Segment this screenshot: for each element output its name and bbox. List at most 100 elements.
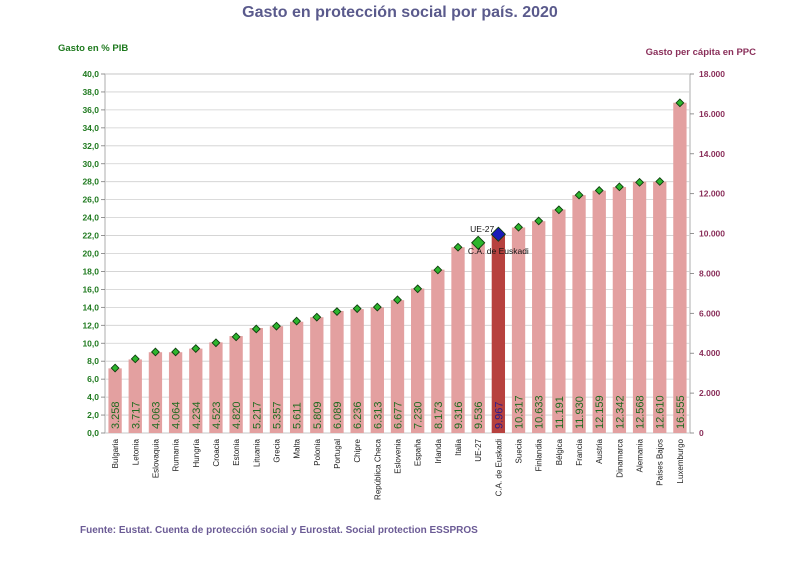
bar-value-label: 10.633 [534, 395, 546, 429]
bar [653, 181, 667, 433]
y-tick-label: 2,0 [87, 410, 99, 420]
bar [350, 309, 364, 433]
annotation-eu27: UE-27 [470, 224, 494, 234]
y-axis-left-label: Gasto en % PIB [58, 43, 129, 54]
bar-value-label: 11.191 [554, 396, 566, 429]
category-label: Rumanía [172, 438, 181, 471]
y-tick-label: 30,0 [82, 159, 99, 169]
y2-tick-label: 18.000 [699, 69, 725, 79]
bar [148, 352, 163, 433]
bar-value-label: 6.677 [393, 401, 405, 429]
bar [431, 269, 445, 433]
category-label: Suecia [515, 438, 524, 463]
bar-value-label: 6.313 [372, 401, 384, 429]
bar-value-label: 4.234 [191, 401, 203, 429]
y2-tick-label: 0 [699, 428, 704, 438]
per-capita-marker [471, 235, 486, 250]
category-label: Finlandia [535, 438, 544, 471]
y-tick-label: 26,0 [82, 195, 99, 205]
per-capita-marker [614, 182, 624, 192]
per-capita-marker [433, 265, 443, 275]
per-capita-marker [110, 363, 120, 373]
bar [249, 327, 263, 433]
bar [612, 187, 627, 433]
bar [532, 221, 546, 433]
y-tick-label: 4,0 [87, 392, 99, 402]
bar [108, 368, 122, 433]
category-label: Malta [293, 438, 302, 458]
y-tick-label: 18,0 [82, 266, 99, 276]
y2-tick-label: 6.000 [699, 308, 721, 318]
category-label: Croacia [212, 438, 221, 466]
bar-value-label: 8.173 [433, 401, 445, 429]
per-capita-marker [393, 295, 402, 305]
per-capita-marker [675, 98, 685, 108]
bar [269, 326, 284, 433]
y-tick-label: 0,0 [87, 428, 99, 438]
per-capita-marker [635, 177, 645, 187]
y-tick-label: 32,0 [82, 141, 99, 151]
bar-value-label: 12.610 [655, 395, 667, 429]
bar-value-label: 6.236 [352, 401, 364, 429]
per-capita-marker [594, 186, 604, 195]
per-capita-marker [272, 321, 281, 331]
y-tick-label: 10,0 [82, 338, 99, 348]
chart-title: Gasto en protección social por país. 202… [242, 4, 558, 21]
category-label: Luxemburgo [676, 438, 685, 483]
bar-value-label: 4.523 [211, 401, 223, 429]
category-label: Hungría [192, 438, 201, 467]
category-label: Francia [575, 438, 584, 465]
category-label: Eslovaquia [151, 438, 160, 478]
bar-value-label: 5.217 [251, 401, 263, 429]
category-label: Dinamarca [615, 438, 624, 477]
y-tick-label: 6,0 [87, 374, 99, 384]
per-capita-marker [453, 242, 463, 252]
category-label: UE-27 [474, 438, 483, 461]
bar [128, 359, 142, 433]
category-label: Países Bajos [656, 439, 665, 486]
bar [370, 307, 384, 433]
per-capita-marker [554, 205, 564, 215]
per-capita-marker [372, 302, 382, 312]
bar-value-label: 5.357 [271, 401, 283, 429]
y-tick-label: 34,0 [82, 123, 99, 133]
bar-value-label: 16.555 [675, 395, 687, 429]
bar-value-label: 3.258 [110, 401, 122, 429]
per-capita-marker [514, 222, 523, 232]
bar-value-label: 12.159 [594, 395, 606, 429]
source-note: Fuente: Eustat. Cuenta de protección soc… [80, 525, 478, 536]
bar [310, 317, 324, 433]
bar [189, 348, 203, 433]
bar-value-label: 12.342 [614, 395, 626, 429]
bar [632, 181, 647, 433]
y2-tick-label: 4.000 [699, 348, 721, 358]
bar [451, 247, 465, 433]
category-label: Polonia [313, 438, 322, 465]
category-label: Chipre [353, 438, 362, 462]
category-label: Italia [454, 438, 463, 455]
y2-tick-label: 8.000 [699, 268, 721, 278]
bar-value-label: 4.063 [150, 401, 162, 429]
category-label: Irlanda [434, 438, 443, 463]
y2-tick-label: 10.000 [699, 229, 725, 239]
per-capita-marker [191, 344, 201, 353]
per-capita-marker [251, 324, 261, 334]
y-tick-label: 16,0 [82, 284, 99, 294]
per-capita-marker [171, 347, 181, 357]
bar-value-label: 11.930 [574, 396, 586, 429]
per-capita-marker [534, 216, 544, 226]
per-capita-marker [413, 284, 423, 294]
per-capita-marker [352, 304, 362, 314]
bar [491, 234, 506, 433]
bar [673, 102, 687, 433]
category-label: Eslovenia [394, 438, 403, 473]
category-label: Portugal [333, 439, 342, 469]
y-tick-label: 8,0 [87, 356, 99, 366]
category-label: República Checa [373, 438, 382, 499]
bar-value-label: 7.230 [413, 401, 425, 429]
category-label: Bulgaria [111, 438, 120, 468]
chart-canvas: 0,0 2,0 4,0 6,0 8,0 10,0 12,0 14,0 16,0 18,0 20,0 2… [82, 69, 725, 500]
per-capita-marker [150, 347, 160, 357]
bar [330, 310, 344, 433]
per-capita-marker [312, 312, 322, 322]
